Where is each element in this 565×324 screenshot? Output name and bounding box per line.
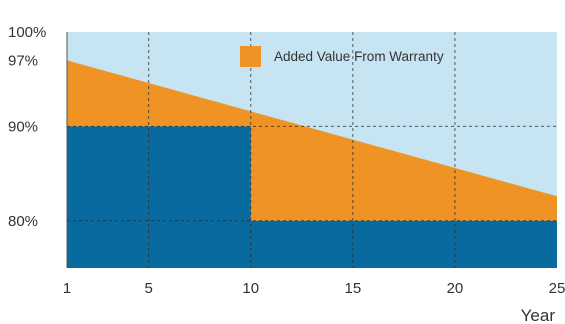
legend-label: Added Value From Warranty <box>274 49 444 64</box>
x-tick-label: 5 <box>144 280 152 297</box>
y-tick-label: 80% <box>8 213 38 230</box>
y-tick-label: 100% <box>8 24 46 41</box>
x-tick-label: 25 <box>549 280 565 297</box>
series-warranty-value-area <box>67 60 557 221</box>
x-tick-label: 1 <box>63 280 71 297</box>
y-tick-label: 90% <box>8 118 38 135</box>
series-base-area <box>67 126 557 269</box>
x-tick-label: 10 <box>242 280 259 297</box>
x-tick-label: 15 <box>344 280 361 297</box>
legend-swatch <box>240 46 261 67</box>
x-tick-label: 20 <box>447 280 464 297</box>
x-axis-title: Year <box>521 306 556 324</box>
y-tick-label: 97% <box>8 52 38 69</box>
